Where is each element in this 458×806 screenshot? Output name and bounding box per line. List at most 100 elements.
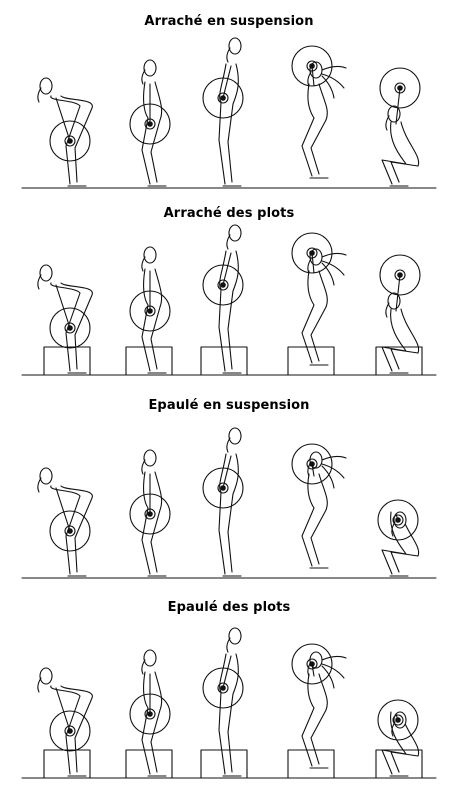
lifter-figure-icon — [301, 61, 347, 179]
plate-rim — [291, 232, 333, 274]
plyo-block-icon — [375, 749, 423, 779]
hair-outline — [385, 302, 390, 318]
barbell-plate-icon — [129, 290, 171, 332]
body-outline — [218, 453, 242, 577]
lifter-phase-pull-under — [287, 643, 347, 779]
lifter-phase-pull-under — [291, 45, 347, 179]
barbell-plate-icon — [129, 493, 171, 535]
hair-outline — [307, 258, 312, 274]
barbell-plate-icon — [49, 510, 91, 552]
body-outline — [301, 83, 329, 179]
section-title: Epaulé en suspension — [148, 398, 310, 413]
lifter-figure-icon — [381, 711, 420, 777]
body-outline — [381, 121, 420, 187]
hair-outline — [307, 71, 312, 87]
body-outline — [218, 653, 242, 777]
section-title: Epaulé des plots — [167, 600, 291, 615]
body-outline — [141, 81, 167, 187]
bar-end — [220, 282, 226, 288]
hair-outline — [226, 234, 231, 250]
plate-hub — [144, 305, 156, 317]
arm-outline — [55, 97, 71, 142]
hair-outline — [141, 256, 146, 272]
bar-end — [309, 461, 315, 467]
plate-rim — [291, 443, 333, 485]
lifter-figure-icon — [381, 87, 420, 187]
lifter-figure-icon — [37, 467, 93, 577]
plate-rim — [377, 699, 419, 741]
barbell-plate-icon — [379, 254, 421, 296]
head-outline — [143, 649, 157, 667]
hair-outline — [321, 455, 347, 489]
plyo-block-icon — [200, 346, 248, 376]
lifter-figure-icon — [37, 667, 93, 777]
plyo-block-icon — [375, 346, 423, 376]
plate-hub — [144, 708, 156, 720]
plate-rim — [129, 693, 171, 735]
head-outline — [39, 264, 53, 282]
lifter-figure-icon — [37, 77, 93, 187]
head-outline — [228, 627, 242, 645]
lifter-phase-knee — [125, 246, 173, 376]
bar-end — [397, 85, 403, 91]
plate-rim — [379, 67, 421, 109]
plate-hub — [306, 458, 318, 470]
lifter-phase-catch — [375, 699, 423, 779]
body-outline — [141, 671, 167, 777]
plate-rim — [49, 510, 91, 552]
plate-rim — [49, 120, 91, 162]
plyo-block-icon — [125, 346, 173, 376]
plate-hub — [144, 508, 156, 520]
head-outline — [228, 427, 242, 445]
plate-hub — [64, 135, 76, 147]
lifter-figure-icon — [381, 274, 420, 374]
bar-end — [147, 511, 153, 517]
lifter-phase-knee — [129, 59, 171, 187]
plate-hub — [394, 269, 406, 281]
section-title: Arraché en suspension — [144, 14, 314, 29]
lifter-phase-pull-under — [287, 232, 347, 376]
plate-hub — [306, 60, 318, 72]
body-outline — [141, 268, 167, 374]
bar-end — [397, 272, 403, 278]
lifter-phase-extension — [200, 627, 248, 779]
plate-rim — [129, 493, 171, 535]
body-outline — [301, 270, 329, 366]
plyo-block-icon — [287, 749, 335, 779]
lifter-phase-knee — [129, 449, 171, 577]
plyo-block-icon — [43, 749, 91, 779]
lifter-phase-knee — [125, 649, 173, 779]
plate-hub — [144, 118, 156, 130]
head-outline — [39, 467, 53, 485]
lifter-figure-icon — [301, 651, 347, 769]
lifter-phase-extension — [202, 427, 244, 577]
bar-end — [309, 63, 315, 69]
strip-snatch-hang — [21, 37, 437, 189]
lifter-phase-catch — [379, 67, 421, 187]
plate-hub — [64, 725, 76, 737]
bar-end — [220, 685, 226, 691]
lifter-figure-icon — [37, 264, 93, 374]
body-outline — [50, 282, 93, 374]
lifter-phase-start — [37, 667, 93, 779]
barbell-plate-icon — [129, 693, 171, 735]
lifter-phase-pull-under — [291, 443, 347, 569]
body-outline — [141, 471, 167, 577]
barbell-plate-icon — [49, 710, 91, 752]
body-outline — [218, 250, 242, 374]
section-title: Arraché des plots — [163, 206, 295, 221]
hair-outline — [37, 477, 42, 493]
strip-snatch-blocks — [21, 224, 437, 376]
barbell-plate-icon — [291, 443, 333, 485]
bar-end — [147, 121, 153, 127]
barbell-plate-icon — [129, 103, 171, 145]
barbell-plate-icon — [202, 77, 244, 119]
plate-rim — [377, 499, 419, 541]
plate-hub — [217, 682, 229, 694]
plate-rim — [379, 254, 421, 296]
body-outline — [50, 685, 93, 777]
bar-end — [147, 308, 153, 314]
barbell-plate-icon — [291, 45, 333, 87]
plate-rim — [291, 45, 333, 87]
plate-hub — [306, 247, 318, 259]
